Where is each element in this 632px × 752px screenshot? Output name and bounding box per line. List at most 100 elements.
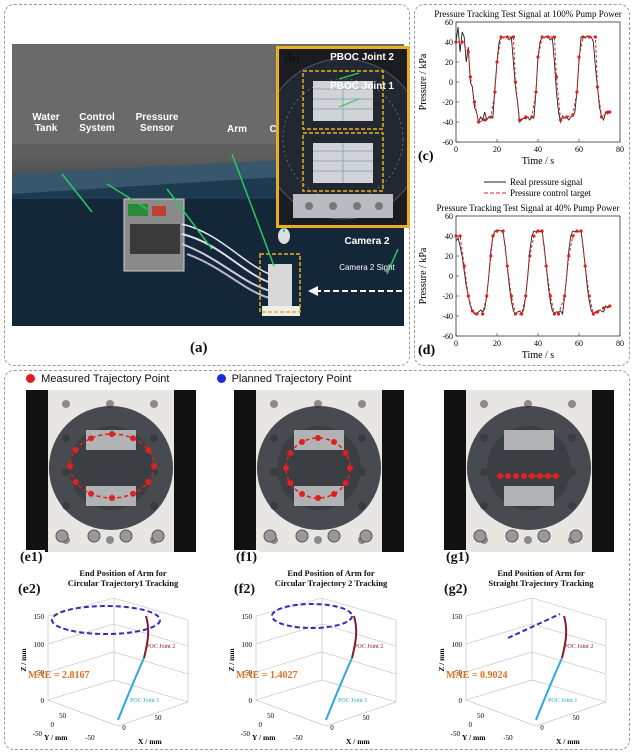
plot-panel-label: (g2): [444, 582, 468, 597]
target-point: [454, 40, 458, 44]
label-camera-2-sight: Camera 2 Sight: [339, 263, 395, 272]
z-tick-label: 100: [34, 641, 45, 649]
setup-photo-art: [12, 44, 404, 326]
target-point: [489, 254, 493, 258]
photo-panel-label: (f1): [234, 550, 259, 566]
y-tick-label: 20: [445, 252, 453, 261]
target-point: [532, 234, 536, 238]
y-tick-label: -40: [442, 118, 453, 127]
z-tick-label: 150: [452, 613, 463, 621]
x-tick-label: 50: [363, 714, 371, 722]
chart-title: Pressure Tracking Test Signal at 40% Pum…: [437, 203, 620, 213]
target-point: [476, 120, 481, 124]
label-water-tank: Water Tank: [32, 112, 60, 134]
target-point: [462, 264, 466, 268]
target-point: [458, 234, 462, 238]
target-point: [466, 294, 470, 298]
y-axis-label: Y / mm: [462, 733, 486, 742]
target-point: [485, 294, 489, 298]
target-point: [466, 50, 470, 54]
joint-2-curve: [561, 615, 568, 659]
target-point: [565, 115, 569, 119]
x-tick-label: 0: [330, 724, 334, 732]
target-point: [595, 310, 600, 314]
target-point: [536, 229, 540, 233]
y-tick-label: 0: [259, 721, 263, 729]
arm-top-view-art: [256, 390, 382, 552]
label-pboc-joint-2: PBOC Joint 2: [330, 52, 394, 63]
target-point: [558, 118, 563, 122]
joint-2-curve: [351, 615, 358, 659]
x-axis-label: Time / s: [522, 156, 555, 167]
target-point: [587, 294, 591, 298]
z-tick-label: 0: [41, 697, 45, 705]
target-point: [472, 100, 477, 104]
measured-trajectory: [271, 603, 353, 629]
x-tick-label: 50: [573, 714, 581, 722]
pressure-charts: Pressure Tracking Test Signal at 100% Pu…: [414, 4, 628, 364]
target-point: [536, 55, 540, 59]
x-tick-label: 80: [616, 145, 624, 154]
joint-1-label: POC Joint 1: [338, 698, 367, 704]
plot-title: End Position of Arm for Circular Traject…: [67, 568, 179, 588]
x-tick-label: 50: [155, 714, 163, 722]
y-tick-label: -50: [33, 730, 43, 738]
target-point: [491, 234, 495, 238]
measured-trajectory: [51, 605, 161, 635]
target-point: [599, 115, 604, 119]
target-point: [513, 312, 518, 316]
target-point: [577, 55, 581, 59]
y-tick-label: 50: [477, 712, 485, 720]
y-tick-label: 0: [449, 78, 453, 87]
target-point: [567, 254, 571, 258]
y-tick-label: 40: [445, 38, 453, 47]
target-point: [495, 229, 499, 233]
x-tick-label: 40: [534, 145, 542, 154]
arm-top-view-photo: [234, 390, 404, 552]
x-axis-label: X / mm: [138, 737, 162, 746]
y-tick-label: -20: [442, 292, 453, 301]
legend-real-label: Real pressure signal: [510, 177, 583, 187]
target-point: [524, 294, 528, 298]
target-point: [591, 312, 595, 316]
target-point: [571, 113, 575, 117]
target-point: [470, 309, 474, 313]
target-point: [593, 35, 597, 39]
target-point: [530, 115, 534, 119]
target-point: [501, 229, 505, 233]
chart-panel-label: (c): [418, 149, 434, 164]
plot-title: End Position of Arm for Straight Traject…: [488, 568, 594, 588]
chart-panel-label: (d): [418, 343, 435, 358]
y-tick-label: 50: [267, 712, 275, 720]
label-arm: Arm: [226, 124, 247, 135]
target-point: [493, 90, 497, 94]
target-point: [517, 118, 522, 122]
mae-value: MAE = 2.8167: [28, 670, 90, 681]
y-tick-label: -40: [442, 312, 453, 321]
y-axis-label: Pressure / kPa: [418, 53, 429, 110]
y-axis-label: Y / mm: [44, 733, 68, 742]
x-tick-label: 0: [454, 145, 458, 154]
trajectory-column-3: (g1) End Position of Arm for Straight Tra…: [436, 390, 622, 746]
experiment-setup-photo: [12, 44, 404, 326]
label-control-system: Control System: [79, 112, 115, 134]
arm-top-view-art: [466, 390, 592, 552]
z-tick-label: 50: [37, 669, 45, 677]
target-point: [511, 35, 515, 39]
z-tick-label: 150: [242, 613, 253, 621]
target-point: [602, 306, 606, 310]
pressure-charts-svg: Pressure Tracking Test Signal at 100% Pu…: [418, 9, 624, 361]
mae-value: MAE = 1.4027: [236, 670, 298, 681]
x-axis-label: Time / s: [522, 350, 555, 361]
joint-1-curve: [325, 657, 353, 721]
label-camera-2: Camera 2: [344, 236, 390, 247]
z-tick-label: 100: [242, 641, 253, 649]
target-point: [579, 229, 583, 233]
joint-1-curve: [117, 657, 145, 721]
y-tick-label: 40: [445, 232, 453, 241]
legend-target-label: Pressure control target: [510, 188, 591, 198]
joint-1-label: POC Joint 1: [130, 698, 159, 704]
target-point: [483, 118, 487, 122]
